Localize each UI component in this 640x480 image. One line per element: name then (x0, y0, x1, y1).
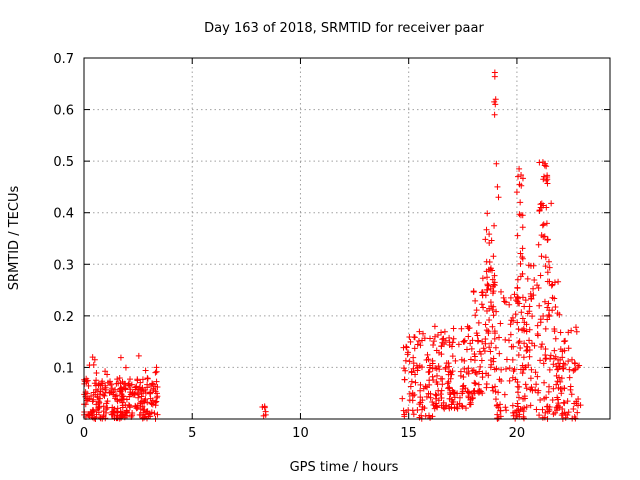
y-tick-label: 0.2 (53, 310, 74, 325)
y-tick-label: 0.7 (53, 52, 74, 67)
chart-title: Day 163 of 2018, SRMTID for receiver paa… (204, 21, 484, 36)
x-tick-label: 5 (188, 426, 196, 441)
y-tick-label: 0.6 (53, 104, 74, 119)
x-tick-label: 15 (400, 426, 417, 441)
y-tick-label: 0 (66, 413, 74, 428)
y-tick-label: 0.5 (53, 155, 74, 170)
y-tick-label: 0.3 (53, 258, 74, 273)
y-tick-label: 0.1 (53, 361, 74, 376)
y-tick-label: 0.4 (53, 207, 74, 222)
x-tick-label: 0 (80, 426, 88, 441)
y-axis-label: SRMTID / TECUs (7, 186, 22, 291)
scatter-chart: Day 163 of 2018, SRMTID for receiver paa… (0, 0, 640, 480)
x-tick-label: 20 (509, 426, 526, 441)
x-tick-label: 10 (292, 426, 309, 441)
x-axis-label: GPS time / hours (290, 460, 399, 475)
